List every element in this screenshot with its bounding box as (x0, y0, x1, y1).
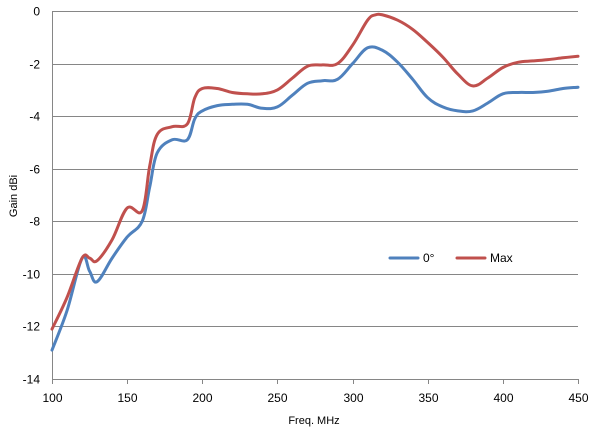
x-tick-label: 100 (42, 391, 62, 405)
y-tick-labels: 0 -2 -4 -6 -8 -10 -12 -14 (23, 5, 41, 387)
legend-label: Max (490, 251, 513, 265)
series-line-zero-degree (50, 45, 580, 352)
series-layer (50, 12, 580, 352)
series-line-max (50, 12, 580, 331)
y-tick-label: 0 (33, 5, 40, 19)
y-tick-label: -10 (23, 268, 41, 282)
y-tick-label: -8 (29, 215, 40, 229)
y-tick-label: -2 (29, 58, 40, 72)
legend: 0° Max (388, 251, 513, 265)
x-tick-label: 150 (117, 391, 137, 405)
x-tick-label: 200 (192, 391, 212, 405)
y-axis-title: Gain dBi (8, 175, 20, 217)
y-tick-label: -6 (29, 163, 40, 177)
x-tick-label: 400 (493, 391, 513, 405)
y-tick-label: -14 (23, 373, 41, 387)
x-tick-label: 250 (267, 391, 287, 405)
x-tick-label: 450 (568, 391, 588, 405)
y-tick-label: -12 (23, 320, 41, 334)
x-axis-title: Freq. MHz (288, 415, 339, 427)
x-tick-label: 300 (343, 391, 363, 405)
x-tick-labels: 100 150 200 250 300 350 400 450 (42, 391, 588, 405)
x-tick-label: 350 (418, 391, 438, 405)
grid-layer (52, 11, 579, 384)
y-tick-label: -4 (29, 110, 40, 124)
legend-label: 0° (423, 251, 435, 265)
